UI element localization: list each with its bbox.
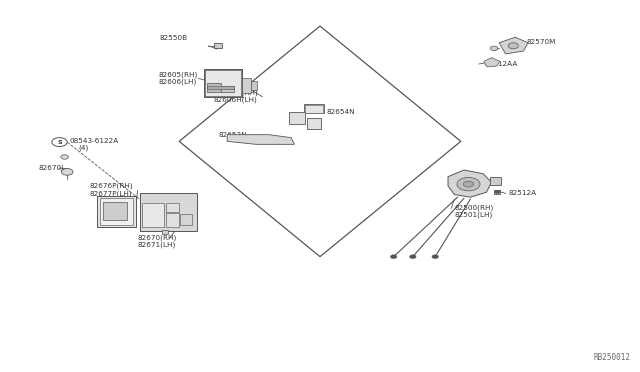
Circle shape: [61, 169, 73, 175]
FancyBboxPatch shape: [214, 43, 222, 48]
FancyBboxPatch shape: [494, 190, 500, 194]
Text: 82550B: 82550B: [160, 35, 188, 41]
Polygon shape: [227, 135, 294, 144]
Text: S: S: [57, 140, 62, 145]
FancyBboxPatch shape: [289, 112, 305, 124]
FancyBboxPatch shape: [140, 193, 197, 231]
FancyBboxPatch shape: [242, 78, 251, 93]
Text: 82500(RH): 82500(RH): [454, 204, 493, 211]
Text: RB250012: RB250012: [593, 353, 630, 362]
FancyBboxPatch shape: [162, 230, 168, 234]
Text: 82512AA: 82512AA: [484, 61, 518, 67]
FancyBboxPatch shape: [221, 86, 234, 92]
FancyBboxPatch shape: [207, 83, 221, 92]
FancyBboxPatch shape: [304, 104, 324, 113]
FancyBboxPatch shape: [205, 70, 241, 96]
Text: 82671(LH): 82671(LH): [138, 241, 176, 248]
FancyBboxPatch shape: [100, 198, 133, 225]
Text: 82606(LH): 82606(LH): [159, 78, 197, 85]
FancyBboxPatch shape: [103, 202, 127, 220]
FancyBboxPatch shape: [166, 213, 179, 227]
FancyBboxPatch shape: [307, 118, 321, 129]
Text: 82605(RH): 82605(RH): [159, 71, 198, 78]
FancyBboxPatch shape: [207, 86, 234, 89]
Text: (4): (4): [78, 145, 88, 151]
Circle shape: [61, 155, 68, 159]
Polygon shape: [448, 170, 492, 197]
Polygon shape: [499, 37, 528, 54]
Circle shape: [495, 190, 500, 193]
Circle shape: [490, 46, 498, 51]
FancyBboxPatch shape: [166, 203, 179, 212]
FancyBboxPatch shape: [97, 196, 136, 227]
Circle shape: [410, 255, 416, 259]
Circle shape: [463, 181, 474, 187]
Text: 82677P(LH): 82677P(LH): [90, 190, 132, 197]
FancyBboxPatch shape: [204, 69, 242, 97]
Circle shape: [457, 177, 480, 191]
Text: 82605H(RH): 82605H(RH): [213, 89, 258, 96]
FancyBboxPatch shape: [490, 177, 501, 185]
Circle shape: [52, 138, 67, 147]
Text: 82652N: 82652N: [219, 132, 248, 138]
FancyBboxPatch shape: [305, 105, 323, 113]
Text: 82512A: 82512A: [509, 190, 537, 196]
Text: 82676P(RH): 82676P(RH): [90, 183, 133, 189]
Text: 82501(LH): 82501(LH): [454, 212, 493, 218]
Text: 08543-6122A: 08543-6122A: [69, 138, 118, 144]
Polygon shape: [484, 58, 500, 67]
Text: 82670J: 82670J: [38, 165, 63, 171]
FancyBboxPatch shape: [180, 214, 192, 225]
FancyBboxPatch shape: [142, 203, 164, 227]
Circle shape: [390, 255, 397, 259]
Text: 82670(RH): 82670(RH): [138, 234, 177, 241]
FancyBboxPatch shape: [251, 81, 257, 90]
Text: 82606H(LH): 82606H(LH): [213, 96, 257, 103]
Text: 82654N: 82654N: [326, 109, 355, 115]
Text: 82570M: 82570M: [526, 39, 556, 45]
Circle shape: [508, 43, 518, 49]
Circle shape: [432, 255, 438, 259]
